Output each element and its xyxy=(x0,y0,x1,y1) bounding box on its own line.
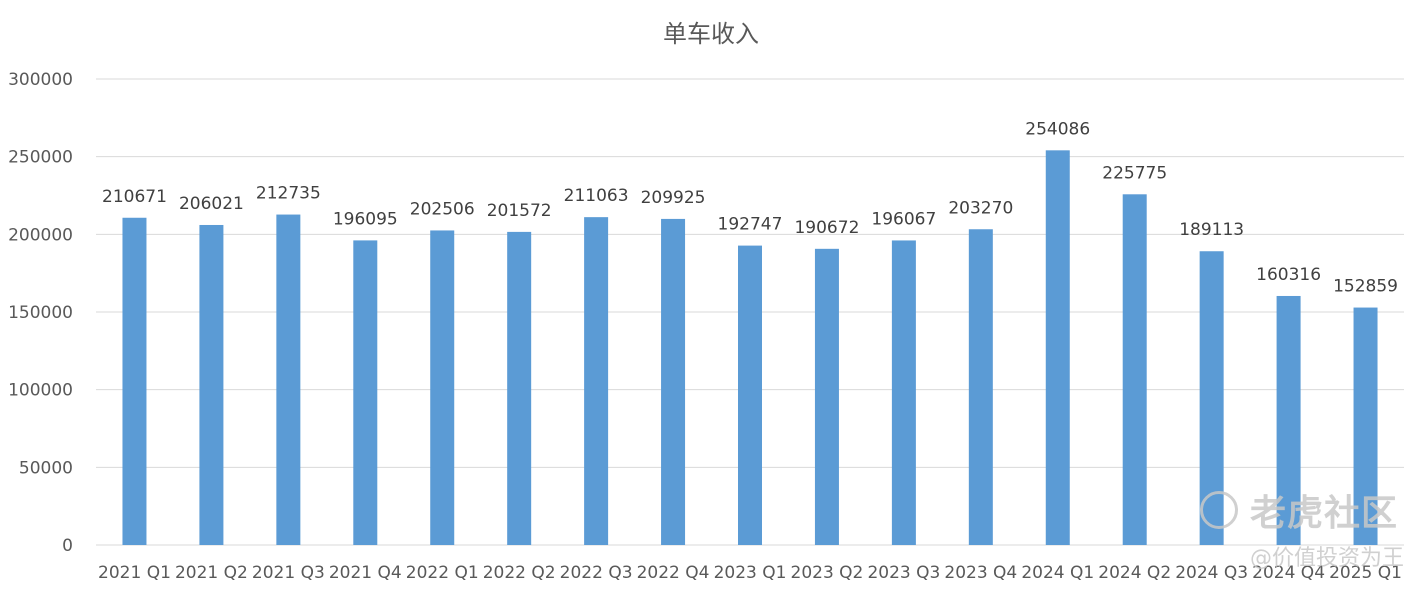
data-label: 209925 xyxy=(641,188,706,208)
data-label: 190672 xyxy=(794,218,859,238)
y-tick-label: 100000 xyxy=(8,381,73,401)
data-label: 152859 xyxy=(1333,277,1398,297)
bars xyxy=(122,150,1378,546)
x-category-label: 2024 Q1 xyxy=(1021,563,1094,583)
x-category-label: 2022 Q2 xyxy=(483,563,556,583)
bar xyxy=(968,229,993,545)
data-label: 210671 xyxy=(102,187,167,207)
x-category-label: 2023 Q2 xyxy=(791,563,864,583)
data-label: 225775 xyxy=(1102,163,1167,183)
x-category-label: 2024 Q4 xyxy=(1252,563,1325,583)
x-category-label: 2024 Q2 xyxy=(1098,563,1171,583)
x-category-label: 2025 Q1 xyxy=(1329,563,1402,583)
data-label: 196067 xyxy=(871,209,936,229)
data-label: 201572 xyxy=(487,201,552,221)
x-category-label: 2023 Q3 xyxy=(867,563,940,583)
x-axis-categories: 2021 Q1 2021 Q2 2021 Q3 2021 Q4 2022 Q1 2022 … xyxy=(98,563,1402,583)
x-category-label: 2021 Q4 xyxy=(329,563,402,583)
bar xyxy=(738,245,762,545)
watermark: 老虎社区 xyxy=(1199,484,1398,536)
watermark-user: @价值投资为王 xyxy=(1249,546,1404,571)
bar xyxy=(1276,295,1301,545)
bar xyxy=(353,240,378,545)
data-label: 206021 xyxy=(179,194,244,214)
bar xyxy=(430,230,455,545)
bar xyxy=(507,231,532,546)
data-label: 160316 xyxy=(1256,265,1321,285)
y-tick-label: 0 xyxy=(62,536,73,556)
data-label: 203270 xyxy=(948,198,1013,218)
chart-title: 单车收入 xyxy=(663,20,759,48)
y-tick-label: 300000 xyxy=(8,70,73,90)
y-axis-ticks: 0 50000 100000 150000 200000 250000 300000 xyxy=(8,70,73,556)
x-category-label: 2022 Q3 xyxy=(560,563,633,583)
x-category-label: 2023 Q4 xyxy=(944,563,1017,583)
data-label: 189113 xyxy=(1179,220,1244,240)
data-labels: 210671 206021 212735 196095 202506 201572 2110… xyxy=(102,119,1398,296)
bar xyxy=(891,240,916,545)
x-category-label: 2024 Q3 xyxy=(1175,563,1248,583)
y-tick-label: 250000 xyxy=(8,148,73,168)
x-category-label: 2021 Q2 xyxy=(175,563,248,583)
bar xyxy=(1353,307,1378,545)
x-category-label: 2022 Q1 xyxy=(406,563,479,583)
bar xyxy=(199,224,224,545)
data-label: 211063 xyxy=(564,186,629,206)
data-label: 192747 xyxy=(718,215,783,235)
x-category-label: 2023 Q1 xyxy=(714,563,787,583)
bar xyxy=(584,217,609,545)
watermark-brand: 老虎社区 xyxy=(1249,493,1398,534)
data-label: 254086 xyxy=(1025,119,1090,139)
tiger-logo-icon xyxy=(1199,491,1238,529)
x-category-label: 2022 Q4 xyxy=(637,563,710,583)
data-label: 212735 xyxy=(256,184,321,204)
x-category-label: 2021 Q1 xyxy=(98,563,171,583)
y-tick-label: 200000 xyxy=(8,225,73,245)
bar xyxy=(276,214,301,545)
x-category-label: 2021 Q3 xyxy=(252,563,325,583)
data-label: 202506 xyxy=(410,199,475,219)
y-tick-label: 150000 xyxy=(8,303,73,323)
bar xyxy=(1045,150,1070,545)
y-tick-label: 50000 xyxy=(19,458,73,478)
bar xyxy=(1122,194,1147,545)
bar xyxy=(122,217,147,546)
data-label: 196095 xyxy=(333,209,398,229)
bar xyxy=(814,248,839,546)
bar xyxy=(661,218,686,545)
